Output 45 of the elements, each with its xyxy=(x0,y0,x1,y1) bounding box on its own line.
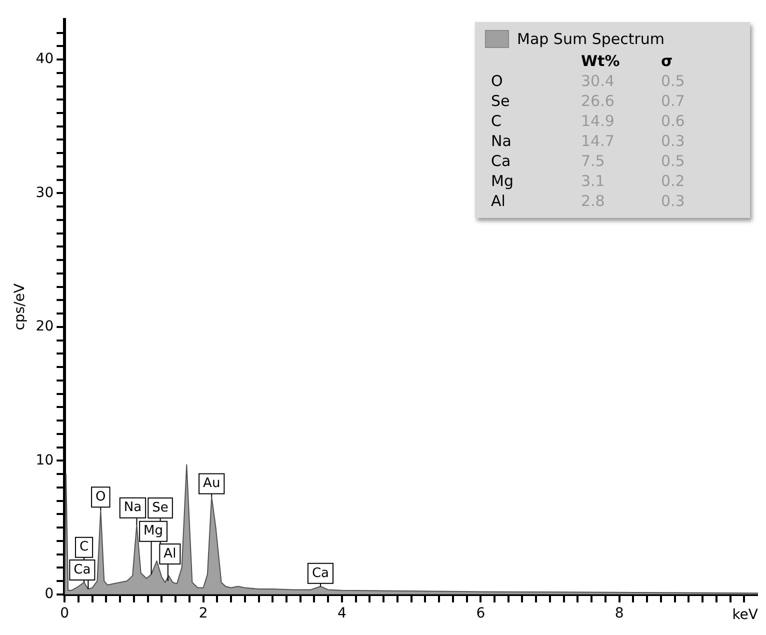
annotation: Se xyxy=(491,92,511,110)
legend-label: Map Sum Spectrum xyxy=(517,30,665,48)
x-axis-title: keV xyxy=(732,607,758,624)
annotation: 14.7 xyxy=(581,132,616,150)
annotation: 0.3 xyxy=(661,132,686,150)
annotation: Ca xyxy=(74,562,91,578)
annotation: 2.8 xyxy=(581,192,606,210)
y-axis-title: cps/eV xyxy=(12,283,28,330)
annotation: Na xyxy=(491,132,512,150)
annotation: O xyxy=(96,490,106,505)
annotation: Ca xyxy=(491,152,512,170)
annotation: C xyxy=(491,112,502,130)
x-tick-label: 6 xyxy=(476,605,486,622)
x-tick-label: 0 xyxy=(60,605,70,622)
annotation: O xyxy=(491,72,504,90)
annotation: 14.9 xyxy=(581,112,616,130)
annotation: Na xyxy=(124,500,142,516)
annotation: C xyxy=(79,540,89,555)
y-tick-label: 10 xyxy=(36,452,54,468)
annotation: Se xyxy=(152,500,168,516)
annotation: 0.3 xyxy=(661,192,686,210)
annotation: 0.5 xyxy=(661,72,686,90)
annotation: 26.6 xyxy=(581,92,616,110)
y-tick-label: 0 xyxy=(44,586,54,602)
annotation: Mg xyxy=(144,524,164,539)
y-tick-label: 30 xyxy=(36,184,54,201)
annotation: 3.1 xyxy=(581,172,606,190)
x-tick-label: 8 xyxy=(614,605,624,622)
annotation: 0.5 xyxy=(661,152,686,170)
y-tick-label: 40 xyxy=(36,51,54,68)
annotation: 7.5 xyxy=(581,152,606,170)
x-tick-label: 4 xyxy=(338,605,347,622)
annotation: 0.2 xyxy=(661,172,686,190)
annotation: Al xyxy=(491,192,506,210)
annotation: Al xyxy=(164,546,176,562)
annotation: 0.6 xyxy=(661,112,686,130)
annotation: Mg xyxy=(491,172,514,190)
y-tick-label: 20 xyxy=(36,318,54,335)
annotation: 0.7 xyxy=(661,92,686,110)
annotation: Wt% xyxy=(581,52,621,70)
annotation: 30.4 xyxy=(581,72,616,90)
x-tick-label: 2 xyxy=(198,605,208,622)
annotation: Au xyxy=(203,476,220,492)
annotation: Ca xyxy=(312,566,329,581)
annotation: σ xyxy=(661,52,674,70)
